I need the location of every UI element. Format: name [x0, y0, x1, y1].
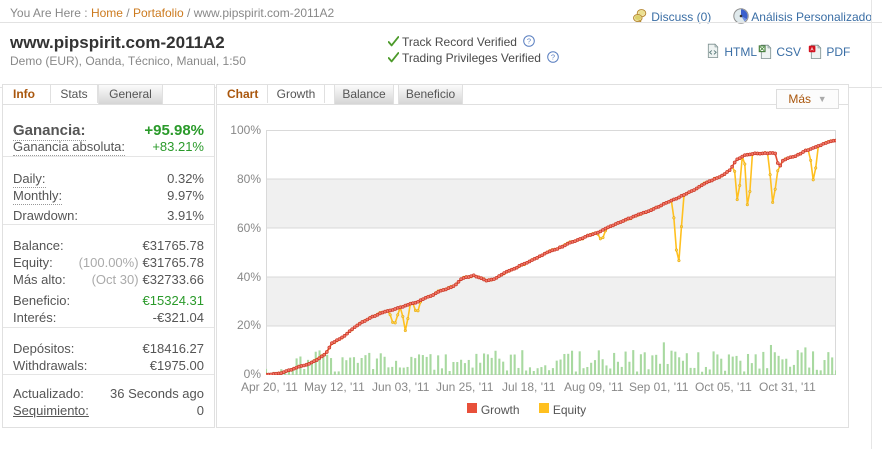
svg-text:?: ? [527, 37, 531, 46]
svg-text:?: ? [551, 53, 555, 62]
